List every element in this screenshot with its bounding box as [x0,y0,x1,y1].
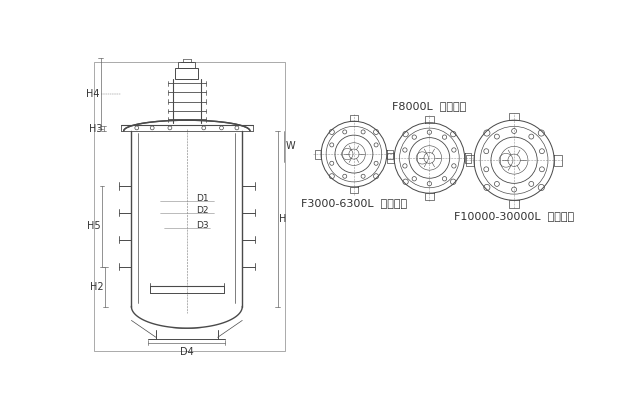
Text: D1: D1 [196,194,209,203]
Text: H5: H5 [87,222,100,232]
Text: F10000-30000L  管口方位: F10000-30000L 管口方位 [454,211,574,221]
Text: D4: D4 [180,347,194,356]
Text: H4: H4 [85,89,99,99]
Text: F3000-6300L  管口方位: F3000-6300L 管口方位 [301,198,407,208]
Bar [130,284,244,307]
Text: H2: H2 [90,281,104,292]
Text: W: W [286,141,295,151]
Bar [114,131,259,328]
Text: D2: D2 [196,206,209,215]
Bar [175,68,198,79]
Text: D3: D3 [196,221,209,230]
Text: H: H [279,214,287,224]
Bar [178,62,195,68]
Text: F8000L  管口方位: F8000L 管口方位 [392,101,466,111]
Bar [94,62,286,351]
Text: H3: H3 [88,124,102,134]
